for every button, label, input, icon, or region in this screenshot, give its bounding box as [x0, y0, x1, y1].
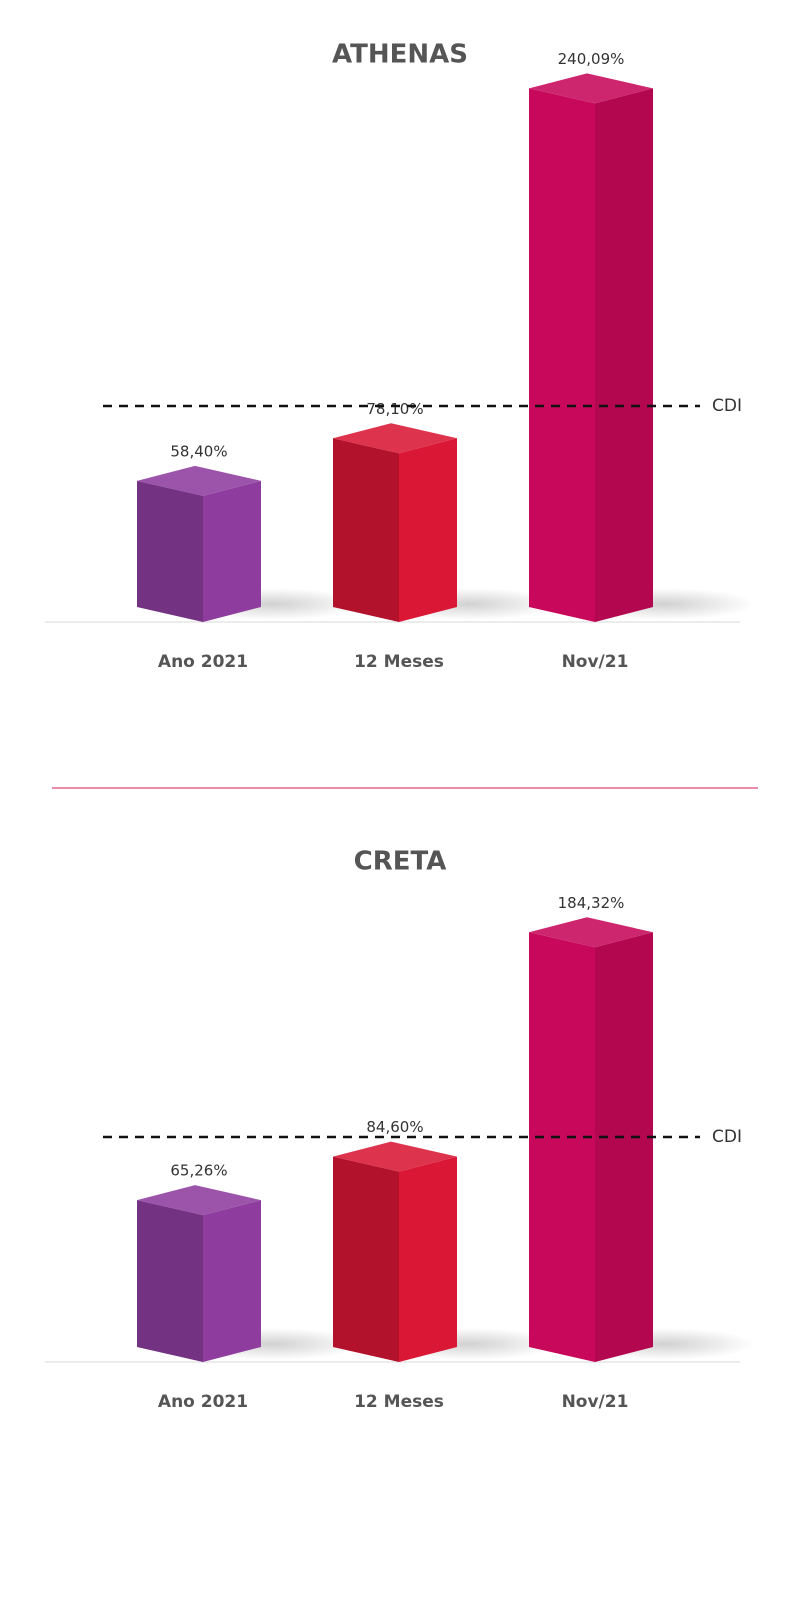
- reference-label: CDI: [712, 1127, 742, 1147]
- bar-left-shade: [137, 480, 203, 622]
- bar-left-face: [137, 1200, 203, 1362]
- bar-top-face: [333, 1141, 457, 1172]
- bar-right-shade: [399, 1157, 457, 1362]
- chart: CRETA 65,26% Ano 2021 84,60% 12 Meses 184,32%…: [45, 847, 755, 1412]
- x-tick-label: 12 Meses: [354, 652, 444, 672]
- bar-top-face: [529, 917, 653, 948]
- bar-top-face: [137, 1185, 261, 1216]
- bar: [529, 917, 653, 1362]
- reference-label: CDI: [712, 396, 742, 416]
- bar-top-face: [529, 73, 653, 104]
- bar-left-shade: [333, 1156, 399, 1362]
- bar-left-face: [137, 480, 203, 622]
- x-tick-label: 12 Meses: [354, 1392, 444, 1412]
- bar-top-face: [333, 423, 457, 454]
- bar-right-face: [203, 1200, 261, 1362]
- bar-left-shade: [333, 438, 399, 622]
- chart-title: CRETA: [354, 847, 447, 877]
- bar-left-face: [529, 932, 595, 1362]
- value-label: 184,32%: [558, 894, 625, 912]
- bar-right-shade: [399, 438, 457, 622]
- bar-top-light: [333, 1141, 457, 1172]
- value-label: 240,09%: [558, 50, 625, 68]
- bar: [137, 465, 261, 622]
- bar-top-light: [137, 465, 261, 496]
- chart-title: ATHENAS: [332, 40, 468, 70]
- bar-right-shade: [595, 932, 653, 1362]
- bar-right-face: [399, 438, 457, 622]
- bar-right-shade: [203, 1200, 261, 1362]
- bar: [137, 1185, 261, 1362]
- bar-right-face: [399, 1156, 457, 1362]
- bar-right-face: [203, 480, 261, 622]
- bar-right-shade: [595, 88, 653, 623]
- bar-left-shade: [529, 932, 595, 1362]
- bar-top-light: [529, 917, 653, 948]
- bar-left-face: [529, 88, 595, 623]
- bar-left-shade: [137, 1200, 203, 1362]
- bar: [333, 423, 457, 622]
- x-tick-label: Nov/21: [562, 652, 629, 672]
- bar-top-face: [137, 465, 261, 496]
- x-tick-label: Ano 2021: [158, 1392, 248, 1412]
- bar: [529, 73, 653, 623]
- bar-right-face: [595, 88, 653, 623]
- bar: [333, 1141, 457, 1362]
- bar-top-light: [529, 73, 653, 104]
- bar-left-face: [333, 1156, 399, 1362]
- bar-right-face: [595, 932, 653, 1362]
- bar-top-light: [333, 423, 457, 454]
- value-label: 58,40%: [170, 442, 227, 460]
- bar-left-face: [333, 438, 399, 622]
- bar-right-shade: [203, 481, 261, 622]
- bar-left-shade: [529, 88, 595, 622]
- x-tick-label: Ano 2021: [158, 652, 248, 672]
- value-label: 65,26%: [170, 1162, 227, 1180]
- chart: ATHENAS 58,40% Ano 2021 78,10% 12 Meses 240,0…: [45, 40, 755, 672]
- value-label: 78,10%: [366, 400, 423, 418]
- x-tick-label: Nov/21: [562, 1392, 629, 1412]
- bar-top-light: [137, 1185, 261, 1216]
- value-label: 84,60%: [366, 1118, 423, 1136]
